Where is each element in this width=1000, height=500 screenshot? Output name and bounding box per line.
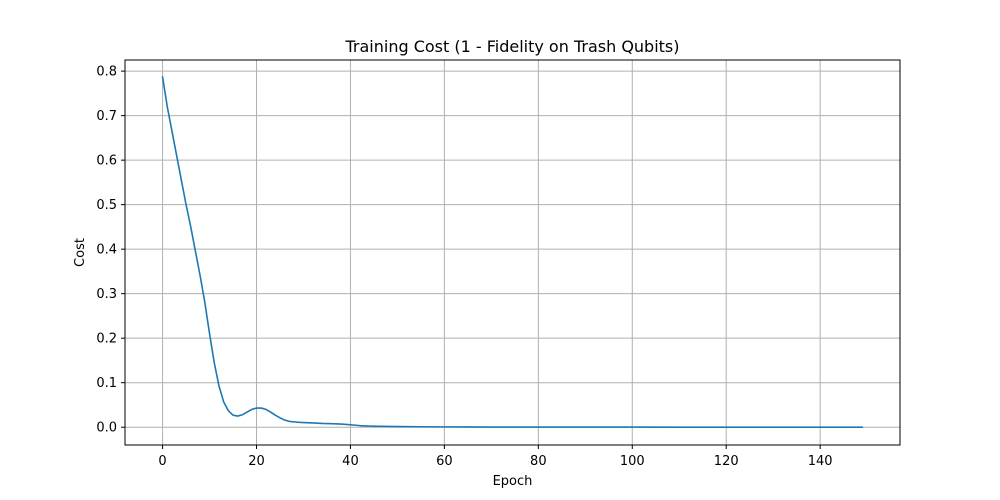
y-tick-label: 0.4: [96, 243, 117, 258]
y-tick-label: 0.8: [96, 65, 117, 80]
series-layer: [161, 76, 864, 428]
x-tick-label: 60: [436, 454, 453, 469]
x-tick-label: 120: [714, 454, 739, 469]
x-tick-label: 40: [342, 454, 359, 469]
grid-lines: [125, 60, 900, 445]
y-tick-label: 0.7: [96, 109, 117, 124]
x-tick-label: 140: [808, 454, 833, 469]
x-tick-label: 100: [620, 454, 645, 469]
series-line-0: [161, 76, 864, 428]
x-axis-label: Epoch: [493, 474, 533, 489]
y-tick-label: 0.0: [96, 421, 117, 436]
y-tick-label: 0.6: [96, 154, 117, 169]
y-axis-ticks: 0.0 0.1 0.2 0.3 0.4 0.5 0.6 0.7 0.8: [96, 65, 125, 436]
y-tick-label: 0.5: [96, 198, 117, 213]
y-tick-label: 0.1: [96, 376, 117, 391]
y-tick-label: 0.3: [96, 287, 117, 302]
y-axis-label: Cost: [73, 238, 88, 267]
x-tick-label: 20: [248, 454, 265, 469]
x-tick-label: 80: [530, 454, 547, 469]
plot-frame: [124, 59, 901, 446]
y-tick-label: 0.2: [96, 332, 117, 347]
x-tick-label: 0: [158, 454, 166, 469]
chart-title: Training Cost (1 - Fidelity on Trash Qub…: [344, 37, 679, 56]
x-axis-ticks: 0 20 40 60 80 100 120 140: [158, 445, 833, 469]
